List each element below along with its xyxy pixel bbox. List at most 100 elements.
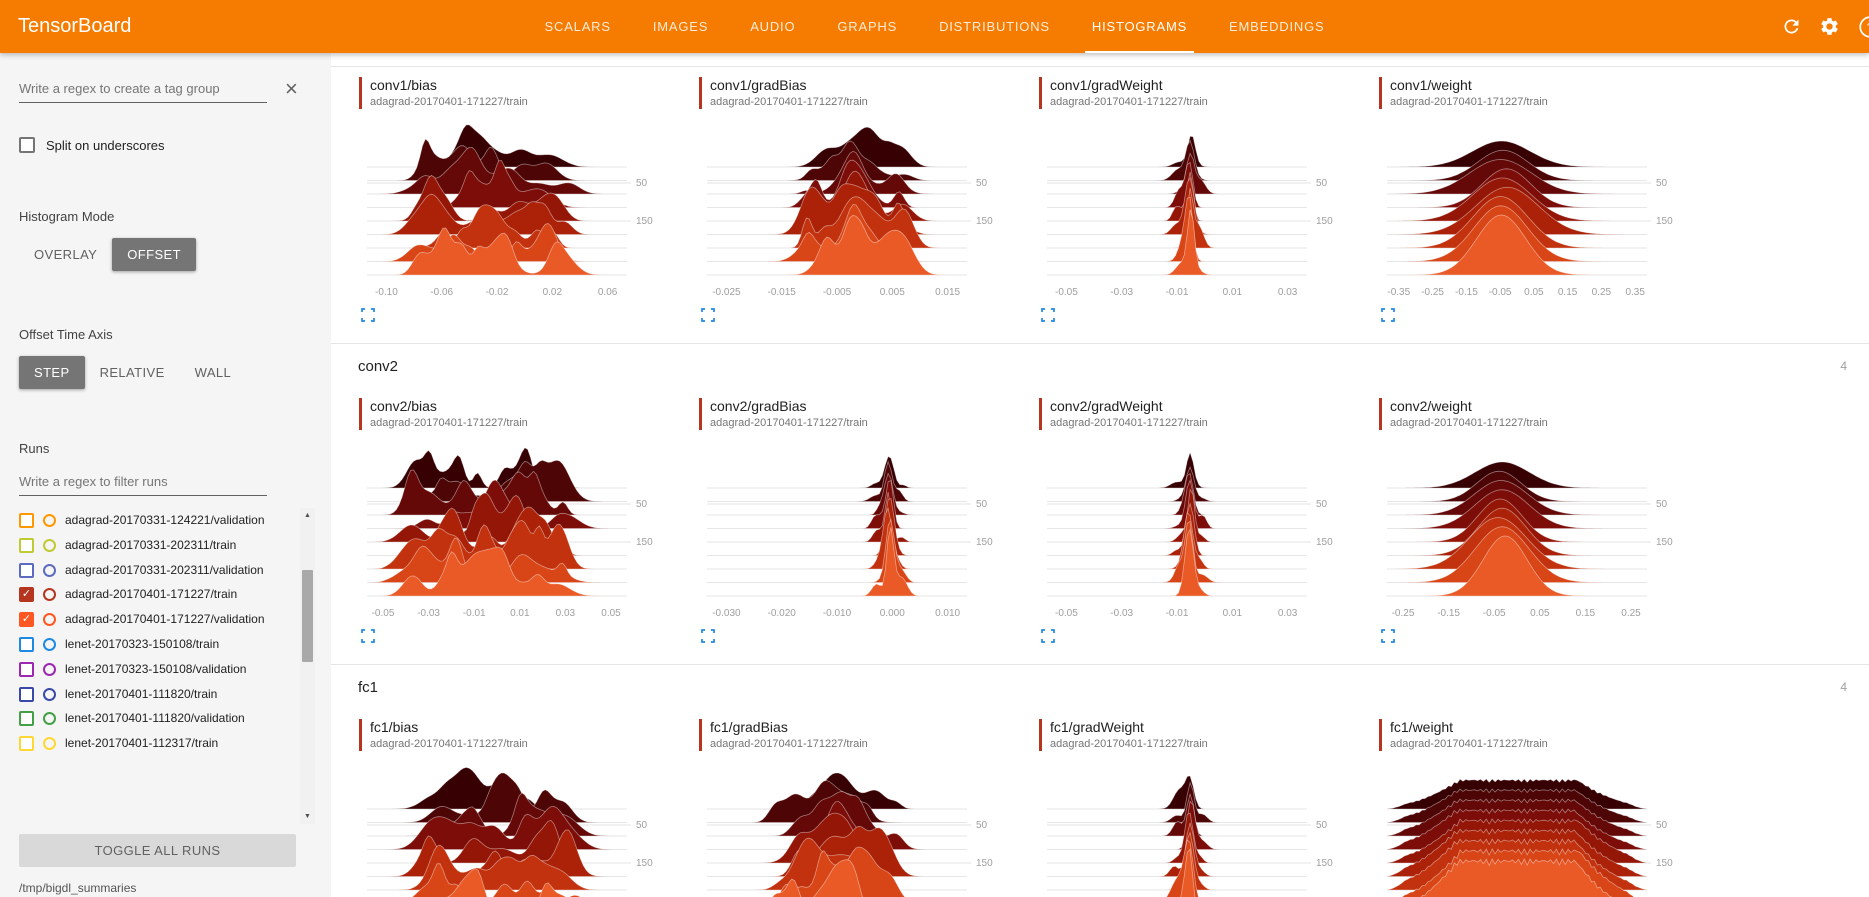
histogram-mode-offset[interactable]: OFFSET — [112, 238, 196, 271]
histogram-chart[interactable]: 50 150 -0.025 -0.015 -0.005 0.005 0.015 — [699, 111, 1019, 306]
svg-text:150: 150 — [1316, 858, 1333, 869]
run-item[interactable]: ✓ adagrad-20170401-171227/train — [19, 582, 295, 607]
run-checkbox[interactable]: ✓ — [19, 513, 34, 528]
scroll-up-icon[interactable]: ▲ — [304, 512, 311, 519]
run-color-marker — [1379, 719, 1382, 751]
settings-icon[interactable] — [1819, 16, 1840, 37]
histogram-chart[interactable]: 50 150 — [699, 753, 1019, 897]
run-item[interactable]: ✓ lenet-20170323-150108/validation — [19, 657, 295, 682]
section-header[interactable]: fc1 4 — [331, 665, 1869, 709]
run-radio[interactable] — [43, 687, 56, 701]
run-label: lenet-20170323-150108/validation — [65, 661, 247, 676]
run-checkbox[interactable]: ✓ — [19, 562, 34, 578]
toggle-all-runs-button[interactable]: TOGGLE ALL RUNS — [19, 834, 296, 867]
runs-scrollbar[interactable]: ▲ ▼ — [300, 508, 315, 824]
histogram-card-fc1-gradWeight: fc1/gradWeight adagrad-20170401-171227/t… — [1039, 719, 1359, 897]
expand-icon[interactable] — [361, 308, 375, 322]
card-run-name: adagrad-20170401-171227/train — [370, 417, 528, 430]
run-radio[interactable] — [43, 613, 56, 627]
run-label: adagrad-20170331-124221/validation — [65, 513, 265, 527]
svg-text:0.05: 0.05 — [1530, 608, 1550, 619]
split-underscores-checkbox[interactable] — [19, 137, 35, 153]
expand-icon[interactable] — [701, 629, 715, 643]
svg-text:0.03: 0.03 — [556, 608, 576, 619]
refresh-icon[interactable] — [1781, 16, 1802, 37]
run-checkbox[interactable]: ✓ — [19, 612, 34, 628]
nav-tab-images[interactable]: IMAGES — [632, 0, 729, 53]
run-item[interactable]: ✓ adagrad-20170331-124221/validation — [19, 508, 295, 533]
svg-text:50: 50 — [976, 820, 988, 831]
nav-tab-audio[interactable]: AUDIO — [729, 0, 816, 53]
run-color-marker — [699, 719, 702, 751]
svg-text:-0.15: -0.15 — [1455, 287, 1478, 298]
card-title: conv2/gradBias — [710, 398, 807, 414]
nav-tab-scalars[interactable]: SCALARS — [524, 0, 632, 53]
expand-icon[interactable] — [701, 308, 715, 322]
expand-icon[interactable] — [1041, 308, 1055, 322]
histogram-chart[interactable]: 50 150 — [1039, 753, 1359, 897]
run-item[interactable]: ✓ lenet-20170323-150108/train — [19, 632, 295, 657]
histogram-chart[interactable]: 50 150 — [359, 753, 679, 897]
histogram-chart[interactable]: 50 150 -0.10 -0.06 -0.02 0.02 0.06 — [359, 111, 679, 306]
run-checkbox[interactable]: ✓ — [19, 636, 34, 652]
nav-tab-graphs[interactable]: GRAPHS — [816, 0, 918, 53]
run-item[interactable]: ✓ lenet-20170401-112317/train — [19, 731, 295, 756]
card-header: conv1/weight adagrad-20170401-171227/tra… — [1379, 77, 1699, 109]
histogram-chart[interactable]: 50 150 -0.05 -0.03 -0.01 0.01 0.03 — [1039, 111, 1359, 306]
histogram-chart[interactable]: 50 150 -0.05 -0.03 -0.01 0.01 0.03 — [1039, 432, 1359, 627]
nav-tab-histograms[interactable]: HISTOGRAMS — [1071, 0, 1208, 53]
nav-tab-distributions[interactable]: DISTRIBUTIONS — [918, 0, 1071, 53]
run-item[interactable]: ✓ adagrad-20170401-171227/validation — [19, 607, 295, 632]
run-filter-input[interactable] — [19, 468, 267, 496]
run-radio[interactable] — [43, 538, 56, 552]
run-radio[interactable] — [43, 737, 56, 751]
run-radio[interactable] — [43, 588, 56, 602]
histogram-chart[interactable]: 50 150 -0.35 -0.25 -0.15 -0.05 0.05 0.15 0.25 0.3… — [1379, 111, 1699, 306]
split-underscores-row: Split on underscores — [19, 137, 331, 153]
tag-regex-input[interactable] — [19, 75, 267, 103]
section-header[interactable]: conv2 4 — [331, 344, 1869, 388]
run-radio[interactable] — [43, 662, 56, 676]
run-checkbox[interactable]: ✓ — [19, 711, 34, 727]
run-checkbox[interactable]: ✓ — [19, 537, 34, 553]
expand-icon[interactable] — [1381, 308, 1395, 322]
cards-grid: conv1/bias adagrad-20170401-171227/train… — [331, 67, 1869, 343]
run-radio[interactable] — [43, 514, 56, 527]
run-item[interactable]: ✓ lenet-20170401-111820/validation — [19, 706, 295, 731]
help-icon[interactable]: ? — [1857, 14, 1869, 40]
expand-icon[interactable] — [1041, 629, 1055, 643]
histogram-chart[interactable]: 50 150 — [1379, 753, 1699, 897]
cards-grid: fc1/bias adagrad-20170401-171227/train 5… — [331, 709, 1869, 897]
svg-text:0.015: 0.015 — [935, 287, 960, 298]
histogram-chart[interactable]: 50 150 -0.25 -0.15 -0.05 0.05 0.15 0.25 — [1379, 432, 1699, 627]
scrollbar-thumb[interactable] — [302, 570, 313, 662]
offset-axis-step[interactable]: STEP — [19, 356, 85, 389]
scroll-down-icon[interactable]: ▼ — [304, 813, 311, 820]
run-item[interactable]: ✓ adagrad-20170331-202311/validation — [19, 558, 295, 583]
run-item[interactable]: ✓ adagrad-20170331-202311/train — [19, 533, 295, 558]
card-header: conv2/bias adagrad-20170401-171227/train — [359, 398, 679, 430]
offset-axis-relative[interactable]: RELATIVE — [85, 356, 180, 389]
histogram-chart[interactable]: 50 150 -0.05 -0.03 -0.01 0.01 0.03 0.05 — [359, 432, 679, 627]
run-item[interactable]: ✓ lenet-20170401-111820/train — [19, 682, 295, 707]
svg-text:-0.005: -0.005 — [823, 287, 852, 298]
run-checkbox[interactable]: ✓ — [19, 686, 34, 702]
histogram-mode-overlay[interactable]: OVERLAY — [19, 238, 112, 271]
expand-icon[interactable] — [361, 629, 375, 643]
nav-tab-embeddings[interactable]: EMBEDDINGS — [1208, 0, 1345, 53]
card-run-name: adagrad-20170401-171227/train — [370, 738, 528, 751]
expand-icon[interactable] — [1381, 629, 1395, 643]
histogram-card-conv2-weight: conv2/weight adagrad-20170401-171227/tra… — [1379, 398, 1699, 648]
run-radio[interactable] — [43, 563, 56, 577]
run-checkbox[interactable]: ✓ — [19, 736, 34, 752]
offset-axis-wall[interactable]: WALL — [180, 356, 247, 389]
run-checkbox[interactable]: ✓ — [19, 661, 34, 677]
svg-text:-0.05: -0.05 — [1489, 287, 1512, 298]
close-icon[interactable]: × — [281, 78, 302, 100]
svg-text:-0.06: -0.06 — [430, 287, 453, 298]
card-header: conv2/weight adagrad-20170401-171227/tra… — [1379, 398, 1699, 430]
run-checkbox[interactable]: ✓ — [19, 587, 34, 603]
run-radio[interactable] — [43, 712, 56, 726]
histogram-chart[interactable]: 50 150 -0.030 -0.020 -0.010 0.000 0.010 — [699, 432, 1019, 627]
run-radio[interactable] — [43, 637, 56, 651]
